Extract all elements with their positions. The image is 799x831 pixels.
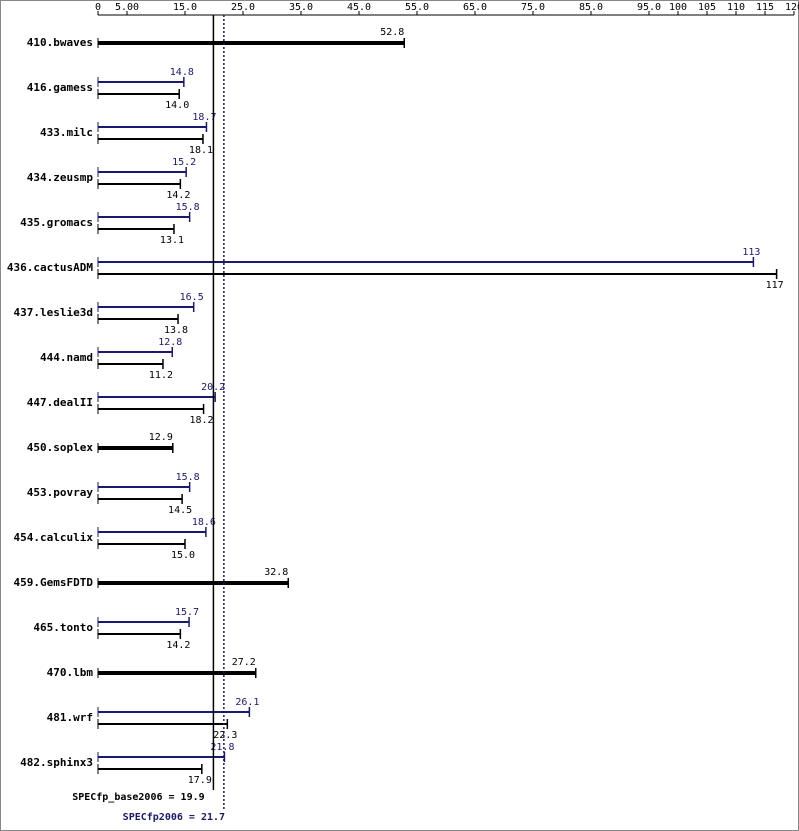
value-label: 11.2 [149,370,173,381]
value-label: 12.9 [149,432,173,443]
value-label: 15.2 [172,157,196,168]
value-label: 113 [742,247,760,258]
x-tick-label: 115 [756,2,774,13]
value-label: 18.7 [192,112,216,123]
category-label: 434.zeusmp [27,171,94,184]
x-tick-label: 25.0 [231,2,255,13]
category-label: 416.gamess [27,81,93,94]
x-tick-label: 5.00 [115,2,139,13]
x-tick-label: 65.0 [463,2,487,13]
reference-label: SPECfp2006 = 21.7 [123,812,225,823]
category-label: 481.wrf [47,711,93,724]
value-label: 16.5 [180,292,204,303]
category-label: 410.bwaves [27,36,93,49]
value-label: 14.5 [168,505,192,516]
value-label: 27.2 [232,657,256,668]
value-label: 15.8 [176,202,200,213]
category-label: 435.gromacs [20,216,93,229]
category-label: 437.leslie3d [14,306,93,319]
value-label: 13.8 [164,325,188,336]
x-tick-label: 120 [785,2,799,13]
category-label: 436.cactusADM [7,261,93,274]
value-label: 13.1 [160,235,184,246]
value-label: 15.8 [176,472,200,483]
category-label: 470.lbm [47,666,94,679]
category-label: 444.namd [40,351,93,364]
value-label: 14.0 [165,100,189,111]
category-label: 454.calculix [14,531,94,544]
x-tick-label: 105 [698,2,716,13]
category-label: 482.sphinx3 [20,756,93,769]
value-label: 32.8 [264,567,288,578]
x-tick-label: 15.0 [173,2,197,13]
x-tick-label: 55.0 [405,2,429,13]
value-label: 21.8 [210,742,234,753]
x-tick-label: 85.0 [579,2,603,13]
value-label: 117 [766,280,784,291]
value-label: 52.8 [380,27,404,38]
value-label: 14.2 [166,640,190,651]
value-label: 14.2 [166,190,190,201]
x-tick-label: 110 [727,2,745,13]
value-label: 26.1 [235,697,259,708]
value-label: 12.8 [158,337,182,348]
x-tick-label: 95.0 [637,2,661,13]
x-tick-label: 45.0 [347,2,371,13]
value-label: 18.2 [190,415,214,426]
x-tick-label: 75.0 [521,2,545,13]
category-label: 453.povray [27,486,94,499]
category-label: 465.tonto [33,621,93,634]
x-tick-label: 100 [669,2,687,13]
category-label: 433.milc [40,126,93,139]
value-label: 18.1 [189,145,213,156]
value-label: 14.8 [170,67,194,78]
x-tick-label: 0 [95,2,101,13]
reference-label: SPECfp_base2006 = 19.9 [72,792,204,803]
value-label: 15.0 [171,550,195,561]
category-label: 450.soplex [27,441,94,454]
value-label: 22.3 [213,730,237,741]
value-label: 17.9 [188,775,212,786]
x-tick-label: 35.0 [289,2,313,13]
category-label: 459.GemsFDTD [14,576,94,589]
value-label: 18.6 [192,517,216,528]
category-label: 447.dealII [27,396,93,409]
value-label: 15.7 [175,607,199,618]
